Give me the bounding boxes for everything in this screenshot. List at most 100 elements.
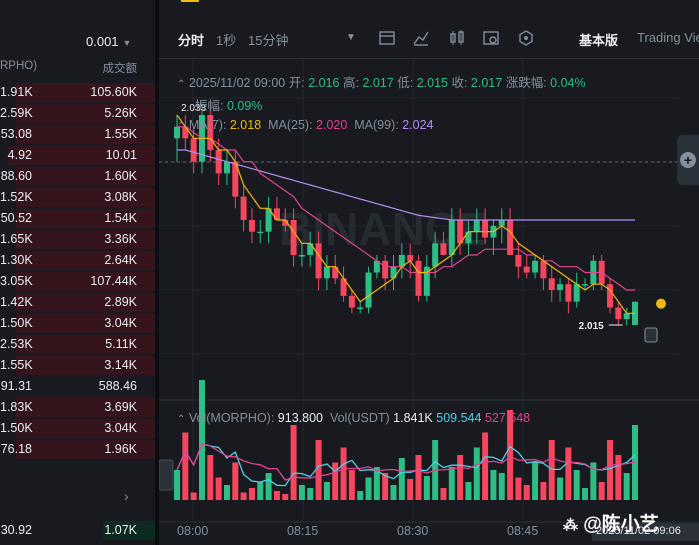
order-book-row[interactable]: 2.53K 5.11K (0, 334, 155, 355)
depth-bar (15, 356, 155, 375)
tab-trading-view[interactable]: Trading Vie (637, 30, 699, 45)
depth-bar (15, 335, 155, 354)
collapse-icon[interactable]: ⌃ (177, 79, 186, 90)
volume-bar (182, 432, 189, 500)
candle-icon[interactable] (447, 28, 467, 48)
order-book-row[interactable]: 1.50K 3.04K (0, 313, 155, 334)
order-book-row[interactable]: 1.55K 3.14K (0, 355, 155, 376)
candle-body (365, 272, 372, 308)
order-book-row[interactable]: 53.08 1.55K (0, 124, 155, 145)
add-crosshair-button[interactable]: + (677, 135, 699, 185)
candle-body (532, 260, 539, 273)
vol-ma1-value: 509.544 (436, 411, 482, 425)
tab-basic[interactable]: 基本版 (579, 33, 619, 48)
row-amount: 4.92 (7, 148, 32, 162)
candle-body (423, 266, 430, 296)
toolbar-divider (159, 58, 699, 59)
row-amount: 53.08 (0, 127, 32, 141)
candle-body (307, 243, 314, 255)
order-book-row[interactable]: 1.52K 3.08K (0, 187, 155, 208)
row-amount: 1.55K (0, 358, 33, 372)
order-book-row-last[interactable]: 30.92 1.07K (0, 520, 155, 541)
open-value: 2.016 (308, 76, 340, 90)
interval-dropdown-icon[interactable]: ▼ (346, 32, 356, 43)
depth-hex-icon[interactable] (516, 28, 536, 48)
row-total: 5.11K (105, 337, 137, 351)
active-tab-indicator (181, 0, 199, 2)
vol-ma-line-2 (176, 442, 636, 481)
row-amount: 1.50K (0, 421, 33, 435)
row-total: 1.96K (104, 442, 137, 456)
ma-legend: ⌃ MA(7): 2.018 MA(25): 2.020 MA(99): 2.0… (177, 118, 433, 132)
chevron-right-icon[interactable]: › (124, 488, 129, 504)
row-total: 3.14K (104, 358, 137, 372)
order-book-row[interactable]: 1.30K 2.64K (0, 250, 155, 271)
indicator-icon[interactable] (377, 28, 397, 48)
volume-bar (265, 473, 272, 500)
tab-15m[interactable]: 15分钟 (248, 33, 289, 48)
row-total: 1.07K (104, 523, 137, 537)
ma7-value: 2.018 (229, 118, 262, 132)
panel-divider[interactable] (155, 0, 159, 545)
vol-collapse-icon[interactable]: ⌃ (177, 414, 186, 425)
row-amount: 2.59K (0, 106, 33, 120)
volume-bar (174, 470, 180, 500)
depth-bar (15, 125, 155, 144)
candle-body (298, 255, 305, 257)
ma7-label: MA(7): (188, 118, 227, 132)
volume-bar (282, 494, 289, 500)
candle-body (540, 260, 547, 279)
row-total: 1.55K (104, 127, 137, 141)
candle-body (215, 150, 222, 174)
order-book-row[interactable]: 1.83K 3.69K (0, 397, 155, 418)
candle-body (257, 231, 264, 234)
depth-bar (15, 440, 155, 459)
volume-bar (498, 473, 505, 500)
volume-bar (398, 458, 405, 500)
tab-time-share[interactable]: 分时 (178, 33, 205, 48)
row-amount: 1.52K (0, 190, 33, 204)
row-total: 2.64K (104, 253, 137, 267)
order-book-row[interactable]: 76.18 1.96K (0, 439, 155, 460)
volume-bar (482, 432, 489, 500)
volume-bar (415, 455, 422, 500)
row-total: 3.04K (104, 316, 137, 330)
volume-bar (407, 479, 414, 500)
candle-body (340, 278, 347, 296)
line-chart-icon[interactable] (411, 28, 431, 48)
change-value: 0.04% (550, 76, 586, 90)
candle-body (407, 255, 414, 261)
depth-step-select[interactable]: 0.001 ▼ (86, 34, 131, 49)
row-amount: 50.52 (0, 211, 32, 225)
order-book-row[interactable]: 4.92 10.01 (0, 145, 155, 166)
order-book-row[interactable]: 1.42K 2.89K (0, 292, 155, 313)
depth-bar (15, 188, 155, 207)
order-book-row[interactable]: 1.65K 3.36K (0, 229, 155, 250)
volume-bar (565, 447, 572, 500)
ma-collapse-icon[interactable]: ⌃ (177, 121, 186, 132)
volume-bar (240, 492, 247, 500)
order-book-row[interactable]: 91.31 588.46 (0, 376, 155, 397)
depth-bar (15, 251, 155, 270)
tab-1s[interactable]: 1秒 (216, 33, 237, 48)
volume-bar (515, 477, 522, 500)
order-book-row[interactable]: 2.59K 5.26K (0, 103, 155, 124)
candle-body (515, 255, 522, 267)
order-book-row[interactable]: 3.05K 107.44K (0, 271, 155, 292)
row-amount: 1.30K (0, 253, 33, 267)
candle-body (398, 255, 405, 267)
time-label-0: 08:00 (177, 524, 209, 538)
time-label-2: 08:30 (397, 524, 429, 538)
chart-toolbar: 分时 1秒 15分钟 ▼ 基本版 Trading Vie (159, 30, 699, 50)
order-book-row[interactable]: 50.52 1.54K (0, 208, 155, 229)
vol-ma2-value: 527.548 (484, 411, 531, 425)
volume-legend: ⌃ Vol(MORPHO): 913.800 Vol(USDT) 1.841K … (177, 411, 530, 425)
order-book-row[interactable]: 1.91K 105.60K (0, 82, 155, 103)
order-book-row[interactable]: 1.50K 3.04K (0, 418, 155, 439)
settings-panel-icon[interactable] (481, 28, 501, 48)
high-value: 2.017 (362, 76, 394, 90)
volume-bar (590, 462, 597, 500)
order-book-row[interactable]: 88.60 1.60K (0, 166, 155, 187)
candle-body (390, 266, 397, 279)
